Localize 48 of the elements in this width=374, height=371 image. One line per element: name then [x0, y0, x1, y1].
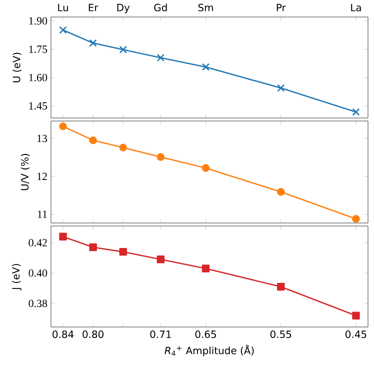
- point: [59, 26, 67, 34]
- y-tick-label: 1.45: [29, 102, 48, 110]
- text: Pr: [276, 4, 286, 12]
- point: [119, 248, 127, 256]
- point: [352, 312, 360, 320]
- x-tick-label: 0.71: [150, 330, 171, 338]
- y-axis-title: U/V (%): [20, 154, 30, 190]
- point: [119, 144, 127, 152]
- y-axis-title: J (eV): [12, 264, 22, 290]
- point: [277, 188, 285, 196]
- y-tick-label: 11: [38, 210, 47, 218]
- point: [202, 264, 210, 272]
- y-tick-label: 0.40: [28, 269, 48, 277]
- point: [156, 256, 165, 264]
- point: [202, 164, 210, 172]
- point: [59, 122, 67, 130]
- y-tick-label: 13: [37, 134, 48, 142]
- point: [156, 153, 165, 161]
- x-tick-label: 0.45: [346, 330, 366, 338]
- point: [352, 214, 360, 223]
- y-tick-label: 1.75: [29, 46, 48, 53]
- text: Dy: [117, 4, 130, 14]
- y-tick-label: 0.38: [28, 300, 48, 308]
- text: Gd: [154, 4, 167, 12]
- text: La: [351, 4, 361, 12]
- text: Lu: [58, 4, 68, 12]
- point: [59, 232, 67, 240]
- y-tick-label: 12: [37, 172, 47, 180]
- text: Sm: [198, 4, 213, 12]
- point: [89, 136, 97, 144]
- point: [352, 108, 360, 116]
- y-tick-label: 0.42: [28, 238, 47, 246]
- x-tick-label: 0.65: [195, 330, 216, 338]
- x-tick-label: 0.80: [82, 330, 104, 338]
- point: [277, 84, 285, 92]
- point: [277, 282, 285, 291]
- y-tick-label: 1.60: [29, 74, 48, 82]
- y-axis-title: U (eV): [12, 52, 22, 82]
- point: [202, 63, 210, 71]
- y-tick-label: 1.90: [29, 17, 48, 25]
- x-tick-label: 0.84: [52, 330, 74, 338]
- point: [89, 39, 97, 47]
- x-axis-title: R$_{4}$$^{+}$ Amplitude (Å): [164, 344, 254, 356]
- text: Er: [88, 4, 98, 12]
- x-tick-label: 0.55: [270, 330, 292, 338]
- point: [89, 243, 97, 252]
- point: [156, 54, 164, 62]
- point: [119, 46, 127, 54]
